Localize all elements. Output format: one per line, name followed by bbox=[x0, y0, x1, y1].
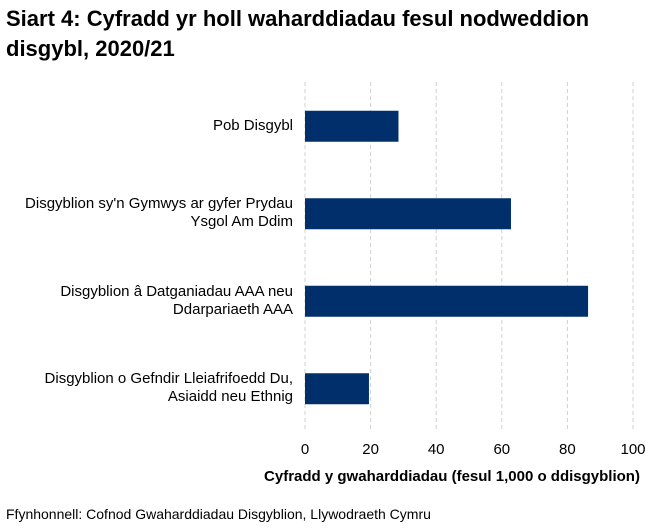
x-axis-title: Cyfradd y gwaharddiadau (fesul 1,000 o d… bbox=[264, 468, 640, 485]
y-tick-label: Disgyblion â Datganiadau AAA neu Ddarpar… bbox=[60, 282, 293, 318]
source-note: Ffynhonnell: Cofnod Gwaharddiadau Disgyb… bbox=[6, 506, 431, 522]
x-tick-label: 100 bbox=[620, 441, 646, 458]
y-tick-label: Disgyblion o Gefndir Lleiafrifoedd Du, A… bbox=[44, 370, 293, 406]
x-tick-label: 60 bbox=[493, 441, 511, 458]
bar bbox=[305, 110, 399, 142]
bar bbox=[305, 198, 511, 230]
chart-title: Siart 4: Cyfradd yr holl waharddiadau fe… bbox=[6, 6, 590, 61]
x-tick-label: 80 bbox=[559, 441, 576, 458]
bar bbox=[305, 285, 589, 317]
y-tick-label: Pob Disgybl bbox=[212, 116, 293, 134]
x-tick-label: 0 bbox=[300, 441, 310, 458]
y-tick-label: Disgyblion sy'n Gymwys ar gyfer Prydau Y… bbox=[25, 195, 293, 231]
bar bbox=[305, 373, 369, 405]
x-tick-label: 40 bbox=[427, 441, 445, 458]
x-tick-label: 20 bbox=[362, 441, 379, 458]
